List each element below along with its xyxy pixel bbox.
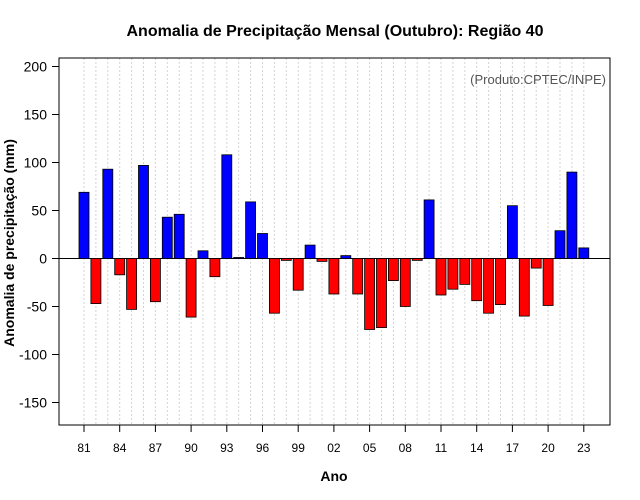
x-tick-label: 93: [220, 441, 234, 455]
x-tick-label: 08: [399, 441, 413, 455]
x-tick-label: 17: [506, 441, 520, 455]
bar-2021: [554, 230, 566, 259]
bar-1994: [233, 257, 245, 259]
bar-1981: [78, 191, 90, 259]
x-axis: 81 84 87 90 93 96 99 02 05 08 11 14 17 20 23: [77, 425, 591, 455]
bar-1983: [102, 168, 114, 259]
bar-2010: [423, 199, 435, 259]
bar-2022: [566, 171, 578, 259]
bar-1982: [90, 258, 102, 304]
bar-series: [78, 154, 590, 330]
x-tick-label: 11: [435, 441, 448, 455]
bar-2013: [459, 258, 471, 285]
x-tick-label: 14: [470, 441, 484, 455]
bar-2018: [518, 258, 530, 317]
y-tick-label: 50: [31, 203, 47, 219]
x-tick-label: 81: [77, 441, 91, 455]
y-tick-label: 150: [24, 107, 48, 123]
bar-1996: [257, 233, 268, 259]
x-tick-label: 96: [256, 441, 270, 455]
bar-2017: [506, 205, 518, 259]
vertical-gridlines: [83, 58, 585, 425]
plot-frame: [58, 57, 611, 426]
bar-2000: [304, 244, 316, 259]
y-tick-label: -100: [19, 347, 47, 363]
y-tick-label: 0: [39, 251, 47, 267]
bar-2016: [495, 258, 506, 305]
x-tick-label: 05: [363, 441, 377, 455]
x-tick-label: 87: [149, 441, 163, 455]
bar-1990: [185, 258, 197, 318]
bar-2015: [483, 258, 495, 314]
bar-1984: [114, 258, 126, 276]
x-axis-title: Ano: [320, 468, 347, 484]
bar-2006: [376, 258, 387, 328]
bar-2009: [411, 258, 423, 261]
bar-1988: [161, 216, 173, 259]
bar-1991: [197, 250, 209, 259]
bar-2023: [578, 247, 590, 259]
bar-2002: [328, 258, 340, 295]
bar-2019: [530, 258, 542, 269]
y-tick-label: -150: [19, 395, 47, 411]
bar-2008: [399, 258, 411, 307]
x-tick-label: 84: [113, 441, 127, 455]
x-tick-label: 23: [577, 441, 591, 455]
bar-1997: [268, 258, 280, 314]
bar-1999: [292, 258, 304, 291]
x-tick-label: 02: [327, 441, 341, 455]
y-tick-label: -50: [27, 299, 47, 315]
bar-2003: [340, 255, 352, 259]
bar-1987: [149, 258, 161, 303]
source-annotation: (Produto:CPTEC/INPE): [470, 72, 606, 87]
bar-1993: [221, 154, 233, 259]
bar-1985: [126, 258, 137, 310]
bar-2012: [447, 258, 459, 290]
y-tick-label: 200: [24, 59, 48, 75]
chart-title: Anomalia de Precipitação Mensal (Outubro…: [127, 23, 544, 40]
bar-2014: [471, 258, 483, 302]
y-axis: -150 -100 -50 0 50 100 150 200: [19, 59, 59, 411]
bar-2005: [364, 258, 376, 330]
bar-1992: [209, 258, 221, 278]
bar-2020: [542, 258, 554, 306]
x-tick-label: 99: [292, 441, 306, 455]
y-axis-title: Anomalia de precipitação (mm): [1, 139, 17, 347]
bar-1995: [245, 201, 257, 259]
bar-1986: [138, 164, 149, 259]
bar-2001: [316, 258, 328, 262]
bar-2004: [352, 258, 364, 295]
y-tick-label: 100: [24, 155, 48, 171]
x-tick-label: 90: [184, 441, 198, 455]
x-tick-label: 20: [541, 441, 555, 455]
bar-2007: [387, 258, 399, 282]
bar-1998: [280, 258, 292, 261]
bar-2011: [435, 258, 447, 296]
bar-1989: [173, 213, 185, 259]
